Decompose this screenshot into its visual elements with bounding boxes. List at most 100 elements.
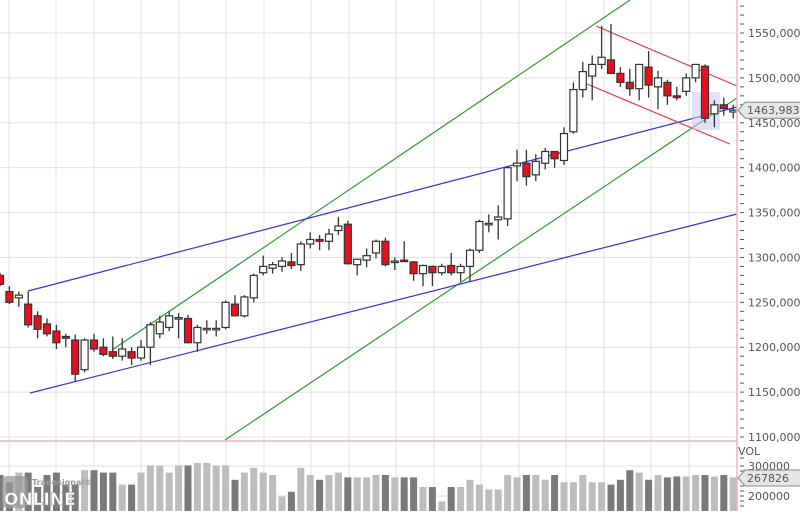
- price-tick-label: 1200,0000: [748, 341, 800, 354]
- volume-bars: [0, 463, 737, 511]
- red-channel-upper-line[interactable]: [595, 25, 738, 87]
- candle[interactable]: [484, 214, 493, 233]
- candle[interactable]: [33, 311, 42, 339]
- blue-channel-upper-line[interactable]: [27, 106, 738, 292]
- candle[interactable]: [700, 64, 710, 123]
- price-candles[interactable]: [0, 24, 738, 382]
- candle[interactable]: [503, 165, 512, 227]
- candle[interactable]: [691, 63, 700, 83]
- green-channel-upper-line[interactable]: [111, 0, 631, 351]
- candle[interactable]: [0, 272, 5, 287]
- candle[interactable]: [174, 313, 183, 339]
- candle[interactable]: [578, 61, 587, 98]
- candle[interactable]: [277, 257, 287, 272]
- candle[interactable]: [61, 333, 70, 348]
- candle[interactable]: [625, 68, 634, 96]
- candle[interactable]: [306, 232, 315, 249]
- candle[interactable]: [541, 147, 550, 170]
- candle[interactable]: [99, 338, 108, 357]
- candle[interactable]: [268, 261, 277, 274]
- candle[interactable]: [362, 248, 371, 268]
- red-channel-lower-line[interactable]: [586, 83, 731, 145]
- candle[interactable]: [456, 263, 465, 282]
- candle[interactable]: [475, 219, 484, 253]
- price-tick-label: 1550,0000: [748, 27, 800, 40]
- candle[interactable]: [465, 248, 475, 282]
- candle[interactable]: [89, 333, 99, 352]
- candle[interactable]: [531, 154, 540, 182]
- candle[interactable]: [635, 63, 644, 101]
- candle[interactable]: [108, 336, 117, 359]
- candle[interactable]: [334, 217, 343, 235]
- candle[interactable]: [381, 237, 390, 267]
- price-tick-label: 1250,0000: [748, 296, 800, 309]
- candle[interactable]: [606, 24, 616, 75]
- candle[interactable]: [127, 347, 136, 366]
- candle[interactable]: [428, 265, 437, 287]
- candle[interactable]: [371, 239, 381, 259]
- candle[interactable]: [230, 295, 240, 317]
- candle[interactable]: [719, 97, 728, 116]
- candle[interactable]: [42, 318, 52, 337]
- volume-axis-title: VOL: [738, 445, 761, 458]
- candle[interactable]: [146, 322, 155, 366]
- candle[interactable]: [418, 264, 428, 287]
- candle[interactable]: [409, 261, 418, 281]
- candle[interactable]: [136, 340, 146, 361]
- candle[interactable]: [653, 70, 663, 110]
- price-tick-label: 1100,0000: [748, 431, 800, 444]
- candle[interactable]: [550, 150, 559, 168]
- candle[interactable]: [193, 324, 202, 352]
- candle[interactable]: [240, 295, 249, 318]
- green-channel-lower-line[interactable]: [224, 97, 738, 441]
- candle[interactable]: [710, 100, 719, 128]
- candle[interactable]: [202, 320, 211, 334]
- candle[interactable]: [400, 241, 409, 263]
- candle[interactable]: [522, 149, 531, 186]
- candle[interactable]: [212, 320, 221, 337]
- svg-text:Tradesignal®: Tradesignal®: [32, 478, 92, 487]
- candle[interactable]: [259, 255, 268, 276]
- candle[interactable]: [155, 315, 164, 339]
- candle[interactable]: [390, 257, 399, 271]
- candle[interactable]: [296, 241, 305, 271]
- svg-text:ONLINE: ONLINE: [4, 490, 76, 510]
- volume-tick-label: 200000: [748, 490, 790, 503]
- candle[interactable]: [616, 67, 625, 87]
- candle[interactable]: [569, 82, 578, 134]
- candle[interactable]: [24, 291, 33, 328]
- candle[interactable]: [287, 252, 296, 270]
- candle[interactable]: [80, 338, 89, 373]
- price-axis[interactable]: 1550,0000 1500,0000 1450,0000 1400,0000 1350…: [736, 0, 800, 511]
- price-tick-label: 1450,0000: [748, 117, 800, 130]
- candle[interactable]: [71, 334, 80, 382]
- price-tick-label: 1300,0000: [748, 251, 800, 264]
- candle[interactable]: [5, 286, 14, 305]
- blue-channel-lower-line[interactable]: [29, 213, 738, 394]
- candle[interactable]: [663, 79, 672, 105]
- candle[interactable]: [644, 50, 653, 98]
- candle[interactable]: [249, 273, 258, 303]
- candle[interactable]: [118, 338, 127, 361]
- candle[interactable]: [672, 86, 681, 101]
- candle[interactable]: [343, 220, 352, 265]
- candle[interactable]: [559, 127, 569, 165]
- trendlines[interactable]: [27, 0, 738, 441]
- price-tick-label: 1400,0000: [748, 162, 800, 175]
- candle[interactable]: [315, 235, 324, 251]
- candle[interactable]: [14, 291, 23, 307]
- candle[interactable]: [447, 252, 456, 276]
- candle[interactable]: [183, 314, 193, 344]
- candle[interactable]: [324, 228, 334, 251]
- candle[interactable]: [682, 73, 691, 96]
- candle[interactable]: [165, 311, 174, 332]
- candle[interactable]: [597, 25, 606, 69]
- candle[interactable]: [353, 258, 362, 276]
- candle[interactable]: [494, 205, 503, 240]
- candle[interactable]: [437, 263, 446, 276]
- candle[interactable]: [588, 55, 597, 101]
- candle[interactable]: [221, 300, 230, 330]
- candle[interactable]: [52, 324, 61, 350]
- candle[interactable]: [512, 149, 522, 182]
